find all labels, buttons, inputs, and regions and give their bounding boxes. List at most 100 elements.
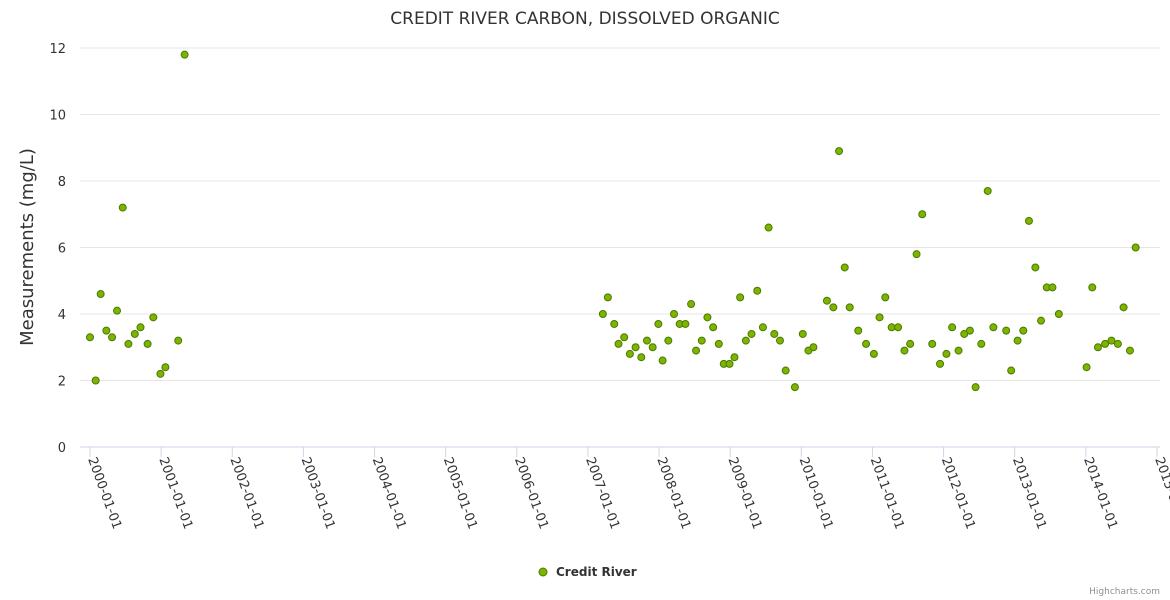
data-point[interactable] xyxy=(1101,339,1110,348)
data-point[interactable] xyxy=(900,346,909,355)
data-point[interactable] xyxy=(983,186,992,195)
data-point[interactable] xyxy=(664,336,673,345)
data-point[interactable] xyxy=(124,339,133,348)
data-point[interactable] xyxy=(1125,346,1134,355)
data-point[interactable] xyxy=(96,290,105,299)
data-point[interactable] xyxy=(603,293,612,302)
legend-item-credit-river[interactable]: Credit River xyxy=(556,565,637,579)
data-point[interactable] xyxy=(91,376,100,385)
data-point[interactable] xyxy=(136,323,145,332)
data-point[interactable] xyxy=(113,306,122,315)
data-point[interactable] xyxy=(1088,283,1097,292)
data-point[interactable] xyxy=(156,369,165,378)
data-point[interactable] xyxy=(697,336,706,345)
data-point[interactable] xyxy=(775,336,784,345)
data-point[interactable] xyxy=(614,339,623,348)
data-point[interactable] xyxy=(703,313,712,322)
data-point[interactable] xyxy=(1024,216,1033,225)
credits-link[interactable]: Highcharts.com xyxy=(1089,587,1160,597)
data-point[interactable] xyxy=(143,339,152,348)
data-point[interactable] xyxy=(725,359,734,368)
data-point[interactable] xyxy=(598,310,607,318)
data-point[interactable] xyxy=(845,303,854,312)
data-point[interactable] xyxy=(637,353,646,362)
data-point[interactable] xyxy=(1113,339,1122,348)
data-point[interactable] xyxy=(1037,316,1046,325)
data-point[interactable] xyxy=(118,203,127,212)
data-point[interactable] xyxy=(670,310,679,318)
data-point[interactable] xyxy=(130,329,139,338)
data-point[interactable] xyxy=(764,223,773,232)
data-point[interactable] xyxy=(753,286,762,295)
data-point[interactable] xyxy=(736,293,745,302)
data-point[interactable] xyxy=(854,326,863,335)
data-point[interactable] xyxy=(620,333,629,342)
data-point[interactable] xyxy=(894,323,903,332)
data-point[interactable] xyxy=(86,333,94,342)
data-point[interactable] xyxy=(654,319,663,328)
data-point[interactable] xyxy=(989,323,998,332)
data-point[interactable] xyxy=(862,339,871,348)
data-point[interactable] xyxy=(180,50,189,59)
data-point[interactable] xyxy=(1002,326,1011,335)
data-point[interactable] xyxy=(642,336,651,345)
data-point[interactable] xyxy=(881,293,890,302)
data-point[interactable] xyxy=(1119,303,1128,312)
y-tick-label: 0 xyxy=(58,441,66,456)
data-point[interactable] xyxy=(869,349,878,358)
data-point[interactable] xyxy=(971,383,980,392)
data-point[interactable] xyxy=(977,339,986,348)
data-point[interactable] xyxy=(912,250,921,259)
data-point[interactable] xyxy=(829,303,838,312)
data-point[interactable] xyxy=(174,336,183,345)
legend-marker[interactable] xyxy=(538,567,548,577)
data-point[interactable] xyxy=(758,323,767,332)
data-point[interactable] xyxy=(692,346,701,355)
data-point[interactable] xyxy=(798,329,807,338)
data-point[interactable] xyxy=(1093,343,1102,352)
data-point[interactable] xyxy=(1048,283,1057,292)
data-point[interactable] xyxy=(906,339,915,348)
data-point[interactable] xyxy=(1131,243,1140,252)
data-point[interactable] xyxy=(1031,263,1040,272)
data-point[interactable] xyxy=(954,346,963,355)
data-point[interactable] xyxy=(835,147,844,156)
data-point[interactable] xyxy=(781,366,790,375)
data-point[interactable] xyxy=(681,319,690,328)
y-tick-label: 8 xyxy=(58,175,66,190)
legend[interactable]: Credit River xyxy=(538,565,637,579)
data-point[interactable] xyxy=(965,326,974,335)
data-point[interactable] xyxy=(709,323,718,332)
data-point[interactable] xyxy=(730,353,739,362)
data-point[interactable] xyxy=(102,326,111,335)
data-point[interactable] xyxy=(790,383,799,392)
data-point[interactable] xyxy=(747,329,756,338)
data-point[interactable] xyxy=(631,343,640,352)
data-point[interactable] xyxy=(1013,336,1022,345)
data-point[interactable] xyxy=(948,323,957,332)
data-point[interactable] xyxy=(1019,326,1028,335)
data-point[interactable] xyxy=(108,333,117,342)
data-point[interactable] xyxy=(161,363,170,372)
data-point[interactable] xyxy=(1054,310,1063,318)
data-point[interactable] xyxy=(714,339,723,348)
data-point[interactable] xyxy=(741,336,750,345)
data-point[interactable] xyxy=(687,300,696,309)
data-point[interactable] xyxy=(840,263,849,272)
data-point[interactable] xyxy=(1007,366,1016,375)
data-point[interactable] xyxy=(809,343,818,352)
data-point[interactable] xyxy=(942,349,951,358)
data-point[interactable] xyxy=(149,313,158,322)
data-point[interactable] xyxy=(625,349,634,358)
data-point[interactable] xyxy=(1107,336,1116,345)
data-point[interactable] xyxy=(822,296,831,305)
data-point[interactable] xyxy=(1082,363,1091,372)
data-point[interactable] xyxy=(928,339,937,348)
data-point[interactable] xyxy=(658,356,667,365)
data-point[interactable] xyxy=(770,329,779,338)
data-point[interactable] xyxy=(936,359,945,368)
data-point[interactable] xyxy=(875,313,884,322)
data-point[interactable] xyxy=(918,210,927,219)
data-point[interactable] xyxy=(648,343,657,352)
data-point[interactable] xyxy=(610,319,619,328)
